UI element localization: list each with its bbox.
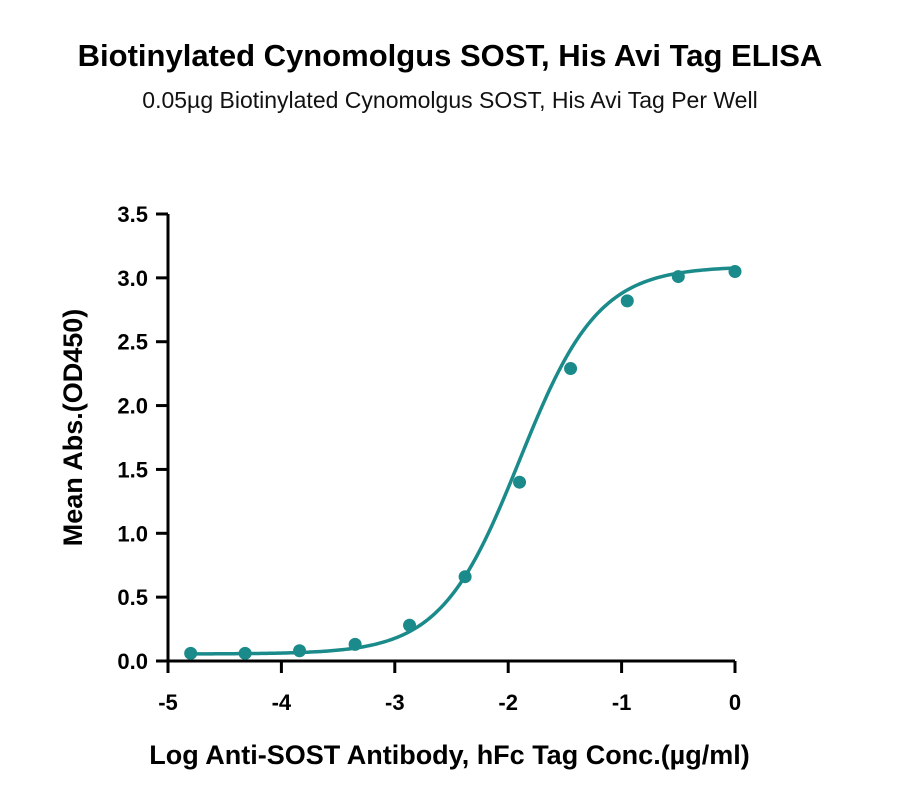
y-tick-label: 1.0 xyxy=(117,521,148,546)
fit-curve-line xyxy=(190,266,736,656)
chart-subtitle: 0.05µg Biotinylated Cynomolgus SOST, His… xyxy=(142,87,758,113)
y-tick-label: 0.0 xyxy=(117,649,148,674)
data-point xyxy=(728,264,742,278)
data-point xyxy=(620,294,634,308)
y-tick-label: 1.5 xyxy=(117,457,148,482)
x-axis-label: Log Anti-SOST Antibody, hFc Tag Conc.(µg… xyxy=(149,740,750,770)
y-tick-label: 3.0 xyxy=(117,266,148,291)
y-tick-label: 2.5 xyxy=(117,330,148,355)
data-points-layer xyxy=(184,264,742,660)
x-tick-label: 0 xyxy=(729,690,741,715)
y-tick-label: 3.5 xyxy=(117,202,148,227)
data-point xyxy=(458,570,472,584)
y-axis-label: Mean Abs.(OD450) xyxy=(58,309,88,547)
axes: 0.0 0.5 1.0 1.5 2.0 2.5 3.0 3.5 -5 -4 -3 -2 -1 0 xyxy=(117,202,741,715)
data-point xyxy=(513,475,527,489)
data-point xyxy=(238,646,252,660)
axis-labels-layer: Log Anti-SOST Antibody, hFc Tag Conc.(µg… xyxy=(58,309,750,770)
data-point xyxy=(671,270,685,284)
x-tick-label: -1 xyxy=(612,690,632,715)
x-tick-label: -5 xyxy=(158,690,178,715)
data-point xyxy=(403,618,417,632)
chart-title: Biotinylated Cynomolgus SOST, His Avi Ta… xyxy=(77,38,823,73)
y-tick-label: 0.5 xyxy=(117,585,148,610)
fit-curve-layer xyxy=(190,266,736,656)
data-point xyxy=(184,646,198,660)
data-point xyxy=(293,644,307,658)
x-tick-label: -4 xyxy=(272,690,292,715)
y-tick-label: 2.0 xyxy=(117,394,148,419)
data-point xyxy=(564,362,578,376)
x-tick-label: -2 xyxy=(498,690,518,715)
x-tick-label: -3 xyxy=(385,690,405,715)
data-point xyxy=(348,637,362,651)
